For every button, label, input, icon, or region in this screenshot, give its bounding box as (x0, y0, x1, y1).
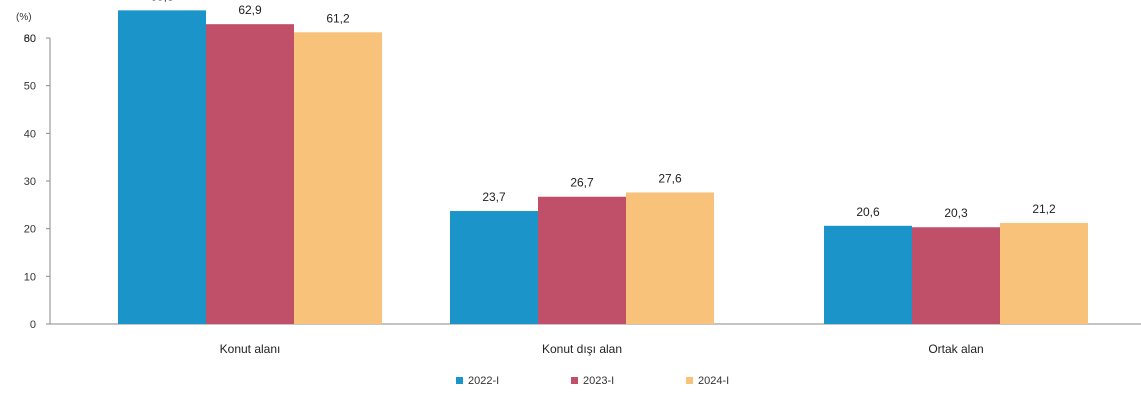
bar-value-label: 20,3 (944, 206, 968, 220)
bar-value-label: 23,7 (482, 190, 506, 204)
y-tick-label: 0 (30, 319, 36, 331)
bar (450, 211, 538, 324)
category-label: Konut dışı alan (542, 342, 622, 356)
y-tick-label: 40 (24, 128, 36, 140)
bar-value-label: 20,6 (856, 205, 880, 219)
legend-label: 2023-I (583, 375, 614, 387)
bar (1000, 222, 1088, 324)
bar (118, 10, 206, 325)
bar-value-label: 62,9 (238, 3, 262, 17)
y-tick-label: 30 (24, 176, 36, 188)
bar (206, 24, 294, 324)
legend-swatch (686, 377, 693, 384)
legend-swatch (571, 377, 578, 384)
bar-value-label: 27,6 (658, 171, 682, 185)
bars (118, 10, 1088, 325)
y-unit-label: (%) (16, 12, 32, 23)
y-tick-label: 50 (24, 81, 36, 93)
bar (824, 225, 912, 324)
category-labels: Konut alanı Konut dışı alan Ortak alan (220, 342, 984, 356)
category-label: Konut alanı (220, 342, 281, 356)
category-label: Ortak alan (928, 342, 983, 356)
legend: 2022-I 2023-I 2024-I (456, 375, 729, 387)
bar-value-label: 61,2 (326, 11, 350, 25)
data-labels: 65,8 62,9 61,2 23,7 26,7 27,6 20,6 20,3 21,2 (150, 0, 1056, 220)
bar-value-label: 21,2 (1032, 202, 1056, 216)
bar (294, 32, 382, 324)
bar (626, 192, 714, 324)
bar (538, 196, 626, 324)
y-tick-label: 20 (24, 224, 36, 236)
y-tick-label: 80 (24, 33, 36, 45)
bar (912, 227, 1000, 324)
legend-swatch (456, 377, 463, 384)
legend-label: 2024-I (698, 375, 729, 387)
legend-label: 2022-I (468, 375, 499, 387)
bar-value-label: 65,8 (150, 0, 174, 3)
y-tick-label: 10 (24, 271, 36, 283)
y-tick-label: 60 (24, 33, 36, 45)
bar-value-label: 26,7 (570, 176, 594, 190)
